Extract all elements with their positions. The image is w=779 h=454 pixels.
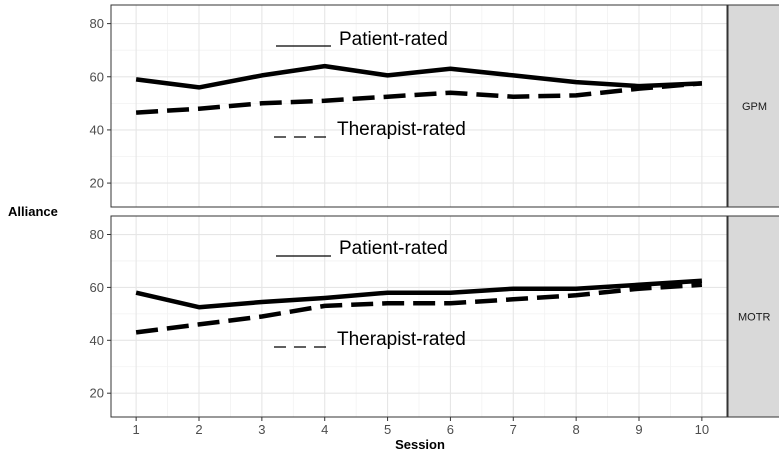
x-tick-label: 4 — [321, 422, 328, 437]
series-line-patient-rated — [135, 278, 703, 310]
y-tick-label: 20 — [90, 386, 104, 401]
y-axis-title: Alliance — [8, 204, 58, 219]
facet-strip-label: MOTR — [738, 312, 770, 324]
series-line-therapist-rated — [135, 282, 703, 335]
y-tick-label: 60 — [90, 280, 104, 295]
label-therapist-rated: Therapist-rated — [337, 329, 466, 350]
panel-border — [110, 4, 728, 208]
label-patient-rated: Patient-rated — [339, 29, 448, 50]
x-tick-label: 1 — [133, 422, 140, 437]
label-therapist-rated: Therapist-rated — [337, 119, 466, 140]
x-tick-label: 10 — [695, 422, 709, 437]
x-axis: 1 2 3 4 5 6 7 8 9 10 — [133, 417, 709, 437]
facet-strip — [727, 4, 779, 208]
y-tick-label: 40 — [90, 333, 104, 348]
facet-strip-label: GPM — [742, 101, 767, 113]
y-tick-label: 60 — [90, 69, 104, 84]
y-tick-label: 20 — [90, 176, 104, 191]
panel-gpm: 20 40 60 80 Patient-rated Therapist-rated GPM — [90, 4, 779, 208]
x-tick-label: 8 — [573, 422, 580, 437]
facet-strip — [727, 215, 779, 418]
panels-group: 20406080Patient-ratedTherapist-ratedGPM2… — [90, 4, 779, 437]
x-axis-title: Session — [395, 437, 445, 452]
series-line-therapist-rated — [135, 81, 703, 115]
y-tick-label: 40 — [90, 122, 104, 137]
label-patient-rated: Patient-rated — [339, 238, 448, 259]
y-tick-label: 80 — [90, 16, 104, 31]
x-tick-label: 3 — [258, 422, 265, 437]
x-tick-label: 6 — [447, 422, 454, 437]
x-tick-label: 9 — [635, 422, 642, 437]
panel-motr: 20 40 60 80 Patient-rated Therapist-rated MOTR — [90, 215, 779, 418]
x-tick-label: 2 — [195, 422, 202, 437]
panel-border — [110, 215, 728, 418]
x-tick-label: 7 — [510, 422, 517, 437]
x-tick-label: 5 — [384, 422, 391, 437]
series-line-patient-rated — [135, 63, 702, 90]
y-tick-label: 80 — [90, 227, 104, 242]
